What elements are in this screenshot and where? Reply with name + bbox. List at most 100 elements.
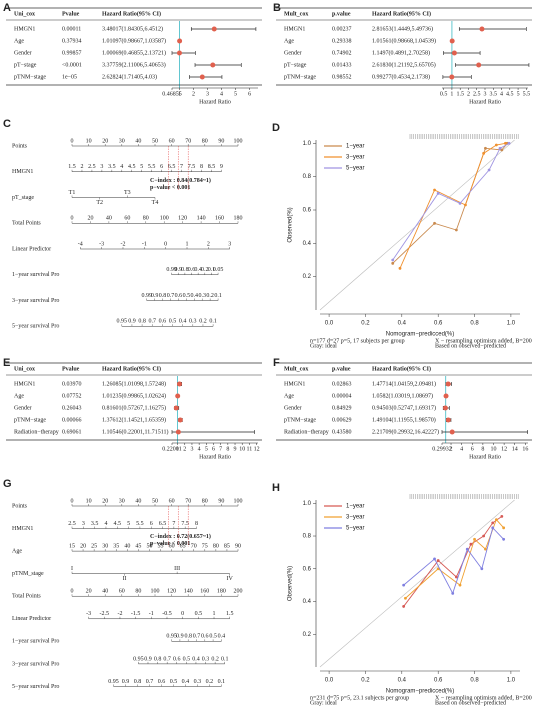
p-value: 0.98552: [332, 74, 352, 80]
legend-label: 5−year: [346, 526, 365, 532]
scale-tick-label: 180: [217, 589, 226, 595]
scale-tick-label: 40: [102, 589, 108, 595]
row-name: Age: [284, 38, 294, 44]
panel-letter: H: [272, 482, 280, 494]
calibration-point: [391, 261, 395, 265]
scale-tick-label: 8: [195, 521, 198, 527]
calibration-point: [491, 521, 495, 525]
x-tick-label: 16: [522, 446, 528, 452]
y-tick-label: 0.8: [303, 174, 312, 180]
scale-tick-label: 0.6: [188, 267, 196, 273]
scale-tick-label: 5: [127, 521, 130, 527]
scale-tick-label: 0.8: [138, 319, 146, 325]
scale-tick-label: 0.4: [192, 656, 200, 662]
scale-tick-label: 0.5: [183, 293, 191, 299]
scale-tick-label: 0.95: [117, 319, 128, 325]
hazard-ratio-point: [199, 74, 205, 80]
row-label: Age: [12, 548, 22, 554]
x-tick-label: 4: [500, 91, 503, 97]
calibration-point: [498, 146, 502, 150]
scale-tick-label: 0.3: [198, 293, 206, 299]
hazard-ratio-label: 2.21709(0.29932,16.42227): [372, 428, 439, 435]
scale-tick-label: 0.7: [167, 293, 175, 299]
scale-tick-label: 40: [124, 543, 130, 549]
calibration-point: [402, 583, 406, 587]
legend-label: 3−year: [346, 515, 365, 521]
scale-tick-label: 1: [186, 241, 189, 247]
scale-tick-label: 0.4: [179, 319, 187, 325]
calibration-point: [451, 591, 455, 595]
scale-tick-label: -1.5: [131, 611, 141, 617]
scale-tick-label: 100: [234, 498, 243, 504]
x-tick-label: 2.5: [473, 91, 481, 97]
scale-tick-label: -2: [120, 241, 125, 247]
x-tick-label: 5.5: [523, 91, 531, 97]
footnote: Gray: ideal: [310, 700, 337, 706]
scale-tick-label: 0.2: [206, 293, 214, 299]
x-tick-label: 0.4: [398, 321, 407, 327]
y-tick-label: 0.8: [303, 534, 312, 540]
scale-tick-label: 0: [71, 138, 74, 144]
hazard-ratio-point: [479, 26, 485, 32]
scale-tick-label: 7.5: [181, 521, 189, 527]
x-axis-label: Nomogram−predicced(%): [386, 689, 455, 695]
column-header: Hazard Ratio(95% CI): [102, 365, 161, 372]
calibration-point: [484, 146, 487, 150]
scale-tick-label: 0.1: [208, 267, 216, 273]
scale-tick-label: 35: [113, 543, 119, 549]
hazard-ratio-point: [176, 381, 182, 387]
row-label: HMGN1: [12, 526, 33, 532]
scale-tick-label: T2: [96, 200, 103, 206]
x-tick-label: 0.46855: [162, 91, 182, 97]
row-name: HMGN1: [284, 26, 305, 32]
scale-tick-label: 8.5: [208, 164, 216, 170]
x-tick-label: 5: [517, 91, 520, 97]
calibration-point: [482, 534, 486, 538]
row-name: HMGN1: [14, 26, 35, 32]
row-name: pT−stage: [14, 62, 37, 68]
column-header: Mult_cox: [284, 11, 308, 17]
scale-tick-label: 0.5: [170, 679, 178, 685]
row-name: pTNM−stage: [14, 417, 46, 423]
scale-tick-label: 0.4: [194, 267, 202, 273]
scale-tick-label: T1: [69, 190, 76, 196]
calibration-point: [433, 221, 436, 225]
hazard-ratio-label: 2.81653(1.4449,5.49736): [372, 25, 433, 32]
footnote: Based on observed−predicted: [435, 700, 506, 706]
scale-tick-label: 40: [135, 498, 141, 504]
scale-tick-label: 0.99: [141, 293, 152, 299]
scale-tick-label: 0.3: [202, 656, 210, 662]
scale-tick-label: 0.5: [183, 656, 191, 662]
scale-tick-label: 5.5: [136, 521, 144, 527]
x-axis-label: Hazard Ratio: [469, 99, 501, 105]
scale-tick-label: 3: [82, 521, 85, 527]
column-header: Hazard Ratio(95% CI): [102, 10, 161, 17]
x-tick-label: 6: [471, 446, 474, 452]
hazard-ratio-point: [451, 50, 457, 56]
x-tick-label: 0.8: [470, 321, 479, 327]
y-tick-label: 1.0: [303, 501, 312, 507]
scale-tick-label: 1: [213, 611, 216, 617]
hazard-ratio-point: [175, 393, 181, 399]
hazard-ratio-label: 0.99277(0.4534,2.1738): [372, 73, 430, 80]
scale-tick-label: 0.8: [134, 679, 142, 685]
calibration-point: [480, 567, 484, 571]
row-label: 3−year survival Pro: [12, 661, 59, 667]
calibration-point: [500, 514, 504, 518]
x-tick-label: 5: [205, 446, 208, 452]
calibration-point: [504, 141, 507, 145]
scale-tick-label: 0.1: [209, 319, 217, 325]
scale-tick-label: T3: [124, 190, 131, 196]
calibration-point: [487, 168, 491, 172]
hazard-ratio-label: 1.00069(0.46855,2.13721): [102, 49, 166, 56]
p-value: 0.03970: [62, 381, 82, 387]
row-name: HMGN1: [284, 381, 305, 387]
hazard-ratio-label: 3.48017(1.84305,6.4512): [102, 25, 163, 32]
calibration-point: [398, 266, 402, 270]
row-name: Gender: [284, 405, 302, 411]
scale-tick-label: 0.1: [218, 679, 226, 685]
scale-tick-label: 5: [140, 164, 143, 170]
x-tick-label: 0.6: [434, 321, 443, 327]
hazard-ratio-label: 1.01561(0.98668,1.04539): [372, 37, 436, 44]
